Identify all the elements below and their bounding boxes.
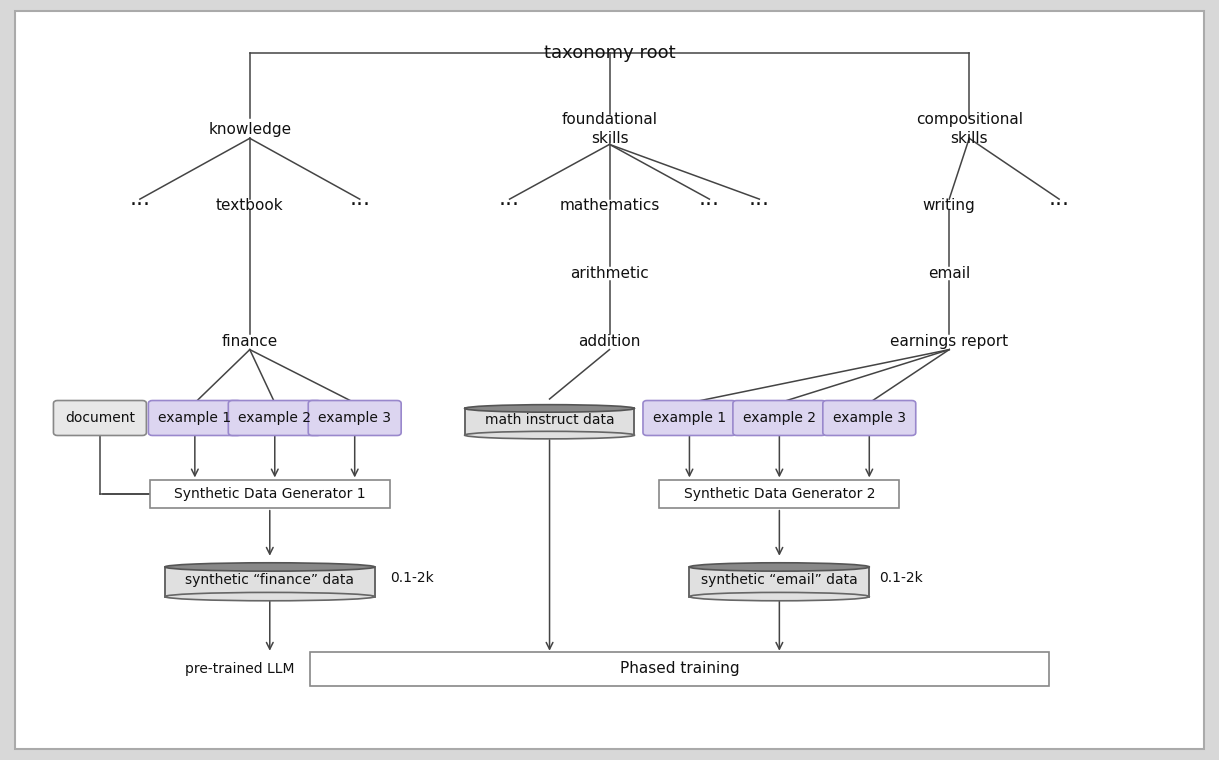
Ellipse shape [165, 593, 374, 600]
FancyBboxPatch shape [54, 401, 146, 435]
Text: Synthetic Data Generator 2: Synthetic Data Generator 2 [684, 487, 875, 501]
Text: foundational
skills: foundational skills [562, 112, 657, 146]
Bar [165, 567, 374, 597]
Text: synthetic “email” data: synthetic “email” data [701, 573, 858, 587]
Text: Phased training: Phased training [619, 661, 739, 676]
Text: mathematics: mathematics [560, 198, 659, 213]
Text: synthetic “finance” data: synthetic “finance” data [185, 573, 355, 587]
FancyBboxPatch shape [228, 401, 322, 435]
Text: textbook: textbook [216, 198, 284, 213]
Bar [659, 480, 900, 508]
Text: arithmetic: arithmetic [570, 266, 649, 281]
Text: addition: addition [578, 334, 641, 350]
FancyBboxPatch shape [149, 401, 241, 435]
Text: math instruct data: math instruct data [485, 413, 614, 427]
Text: compositional
skills: compositional skills [915, 112, 1023, 146]
Text: earnings report: earnings report [890, 334, 1008, 350]
Text: example 3: example 3 [833, 411, 906, 425]
Text: email: email [928, 266, 970, 281]
Text: ···: ··· [129, 195, 150, 215]
Bar [310, 651, 1050, 686]
Ellipse shape [464, 432, 634, 439]
Text: example 1: example 1 [158, 411, 232, 425]
Text: finance: finance [222, 334, 278, 350]
Bar [690, 567, 869, 597]
Text: example 2: example 2 [238, 411, 311, 425]
Bar [464, 408, 634, 435]
FancyBboxPatch shape [642, 401, 736, 435]
FancyBboxPatch shape [823, 401, 915, 435]
Text: example 2: example 2 [742, 411, 816, 425]
Text: writing: writing [923, 198, 975, 213]
Text: ···: ··· [499, 195, 521, 215]
Text: document: document [65, 411, 135, 425]
Ellipse shape [690, 593, 869, 600]
Text: knowledge: knowledge [208, 122, 291, 137]
FancyBboxPatch shape [733, 401, 825, 435]
Ellipse shape [165, 562, 374, 572]
Text: example 3: example 3 [318, 411, 391, 425]
Text: ···: ··· [698, 195, 720, 215]
Text: ···: ··· [1048, 195, 1069, 215]
Text: 0.1-2k: 0.1-2k [879, 571, 923, 584]
Text: example 1: example 1 [653, 411, 727, 425]
Text: Synthetic Data Generator 1: Synthetic Data Generator 1 [174, 487, 366, 501]
Ellipse shape [464, 404, 634, 412]
Bar [150, 480, 390, 508]
FancyBboxPatch shape [308, 401, 401, 435]
Text: taxonomy root: taxonomy root [544, 44, 675, 62]
Text: 0.1-2k: 0.1-2k [390, 571, 434, 584]
FancyBboxPatch shape [15, 11, 1204, 749]
Ellipse shape [690, 562, 869, 572]
Text: ···: ··· [349, 195, 371, 215]
Text: pre-trained LLM: pre-trained LLM [185, 662, 295, 676]
Text: ···: ··· [748, 195, 770, 215]
